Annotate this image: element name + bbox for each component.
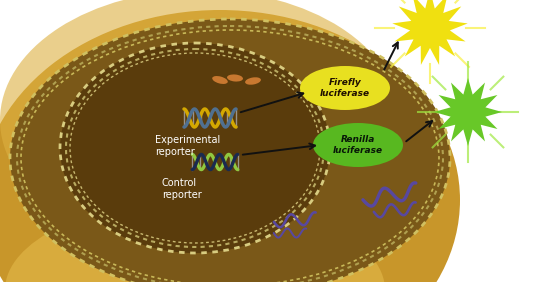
Ellipse shape	[300, 66, 390, 110]
Ellipse shape	[0, 10, 460, 282]
Text: Experimental
reporter: Experimental reporter	[155, 135, 220, 157]
Ellipse shape	[212, 76, 228, 84]
Text: Control
reporter: Control reporter	[162, 178, 202, 201]
Ellipse shape	[227, 74, 243, 81]
Text: Firefly
luciferase: Firefly luciferase	[320, 78, 370, 98]
Text: Renilla
luciferase: Renilla luciferase	[333, 135, 383, 155]
Ellipse shape	[60, 43, 330, 253]
Polygon shape	[392, 0, 468, 65]
Ellipse shape	[0, 0, 400, 250]
Ellipse shape	[10, 19, 450, 282]
Ellipse shape	[245, 77, 261, 85]
Ellipse shape	[313, 123, 403, 167]
Ellipse shape	[5, 200, 385, 282]
Polygon shape	[434, 78, 502, 146]
